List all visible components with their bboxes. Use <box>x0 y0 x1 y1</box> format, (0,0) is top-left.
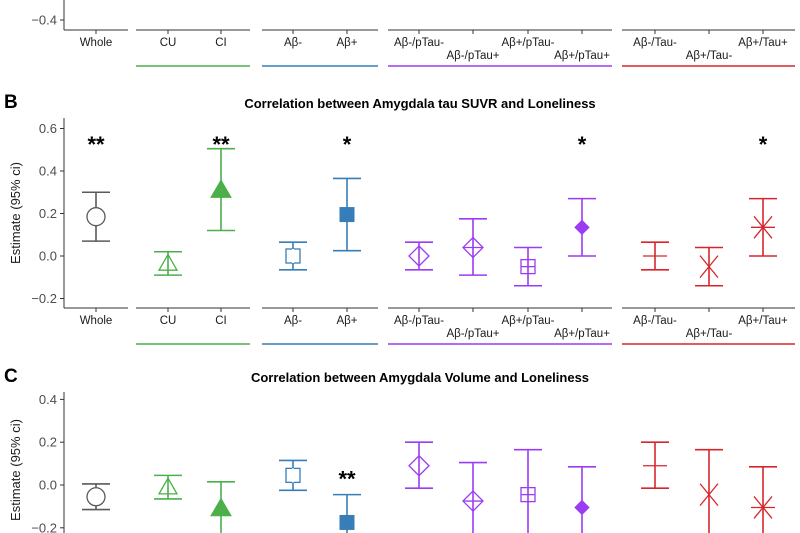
y-tick-label: 0.2 <box>39 206 57 221</box>
x-tick-label: CU <box>160 315 177 327</box>
open-diamond-marker <box>408 245 430 267</box>
data-point-Aβ- <box>279 459 307 492</box>
x-tick-label: Aβ+/pTau+ <box>554 328 610 340</box>
filled-square-marker <box>339 207 355 223</box>
data-point-CI <box>207 480 235 533</box>
data-point-Aβ-/pTau- <box>405 441 433 490</box>
y-tick-label: −0.2 <box>31 520 57 533</box>
x-cross-marker <box>699 483 719 507</box>
significance-label: ** <box>87 132 105 157</box>
open-triangle-marker <box>157 253 179 271</box>
panel-label-b: B <box>4 92 18 113</box>
data-point-Aβ+/Tau- <box>695 448 723 533</box>
panel-c: −0.2 0.0 0.2 0.4 ** <box>31 392 777 533</box>
data-point-Aβ- <box>279 241 307 271</box>
x-tick-label: Aβ-/pTau- <box>394 37 444 49</box>
y-axis-label-c: Estimate (95% ci) <box>8 419 23 521</box>
x-tick-label: CI <box>215 315 227 327</box>
data-point-Aβ+/pTau- <box>514 246 542 287</box>
open-circle-marker <box>86 487 106 507</box>
y-tick-label: 0.6 <box>39 121 57 136</box>
filled-diamond-marker <box>574 219 590 236</box>
significance-label: ** <box>338 467 356 492</box>
data-point-Aβ+: * <box>333 132 361 252</box>
filled-square-marker <box>339 514 355 530</box>
diamond-plus-marker <box>462 490 484 512</box>
x-cross-marker <box>699 255 719 279</box>
x-tick-label: Aβ+ <box>336 37 357 49</box>
y-tick-label: 0.2 <box>39 435 57 450</box>
x-tick-label: Aβ+/pTau- <box>502 37 555 49</box>
y-axis-label-b: Estimate (95% ci) <box>8 162 23 264</box>
x-tick-label: Aβ-/Tau- <box>633 37 677 49</box>
filled-triangle-marker <box>210 497 232 517</box>
x-tick-label: Aβ- <box>284 315 302 327</box>
y-tick-label: 0.0 <box>39 478 57 493</box>
significance-label: * <box>578 132 587 157</box>
data-point-Whole: ** <box>82 132 110 242</box>
data-point-Aβ+/Tau+: * <box>749 132 777 257</box>
open-triangle-marker <box>157 476 179 495</box>
y-tick-label: 0.0 <box>39 249 57 264</box>
data-point-Aβ+/pTau+: * <box>568 132 596 257</box>
x-tick-label: Aβ+/pTau+ <box>554 50 610 62</box>
y-tick-label: −0.2 <box>31 291 57 306</box>
y-tick-label: 0.4 <box>39 164 57 179</box>
data-point-Aβ+/Tau+ <box>749 466 777 533</box>
data-point-Aβ+/pTau- <box>514 448 542 533</box>
x-tick-label: CI <box>215 37 227 49</box>
significance-label: ** <box>212 132 230 157</box>
data-point-CU <box>154 250 182 276</box>
significance-label: * <box>343 132 352 157</box>
x-tick-label: Whole <box>80 37 113 49</box>
significance-label: * <box>759 132 768 157</box>
data-point-Aβ-/pTau+ <box>459 461 487 533</box>
y-tick-label: 0.4 <box>39 392 57 407</box>
data-point-Whole <box>82 483 110 511</box>
x-tick-label: Aβ-/pTau- <box>394 315 444 327</box>
data-point-Aβ+/pTau+ <box>568 466 596 533</box>
x-tick-label: Aβ+/Tau- <box>686 50 733 62</box>
panel-label-c: C <box>4 366 18 387</box>
x-tick-label: Aβ+/Tau- <box>686 328 733 340</box>
x-tick-label: Whole <box>80 315 113 327</box>
data-point-Aβ+: ** <box>333 467 361 533</box>
asterisk-marker <box>751 215 775 239</box>
x-tick-label: Aβ-/Tau- <box>633 315 677 327</box>
x-tick-label: Aβ+/Tau+ <box>738 37 788 49</box>
data-point-Aβ-/Tau- <box>641 441 669 490</box>
x-tick-label: Aβ+ <box>336 315 357 327</box>
x-tick-label: Aβ+/Tau+ <box>738 315 788 327</box>
chart-title-c: Correlation between Amygdala Volume and … <box>251 370 589 385</box>
data-point-Aβ+/Tau- <box>695 246 723 287</box>
data-point-Aβ-/pTau- <box>405 241 433 271</box>
asterisk-marker <box>751 496 775 519</box>
open-diamond-marker <box>408 454 430 477</box>
data-point-Aβ-/pTau+ <box>459 218 487 276</box>
x-tick-label: Aβ- <box>284 37 302 49</box>
panel-b: −0.2 0.0 0.2 0.4 0.6 Whole CU CI Aβ- Aβ+ Aβ-/pTau-… <box>31 118 795 345</box>
data-point-CU <box>154 474 182 500</box>
chart-title-b: Correlation between Amygdala tau SUVR an… <box>244 96 595 111</box>
x-tick-label: Aβ-/pTau+ <box>447 50 500 62</box>
data-point-CI: ** <box>207 132 235 232</box>
filled-triangle-marker <box>210 179 232 198</box>
diamond-plus-marker <box>462 236 484 259</box>
x-tick-label: CU <box>160 37 177 49</box>
open-circle-marker <box>86 207 106 227</box>
x-tick-label: Aβ+/pTau- <box>502 315 555 327</box>
data-point-Aβ-/Tau- <box>641 241 669 271</box>
y-tick-label: −0.4 <box>31 13 57 28</box>
x-tick-label: Aβ-/pTau+ <box>447 328 500 340</box>
filled-diamond-marker <box>574 499 590 516</box>
